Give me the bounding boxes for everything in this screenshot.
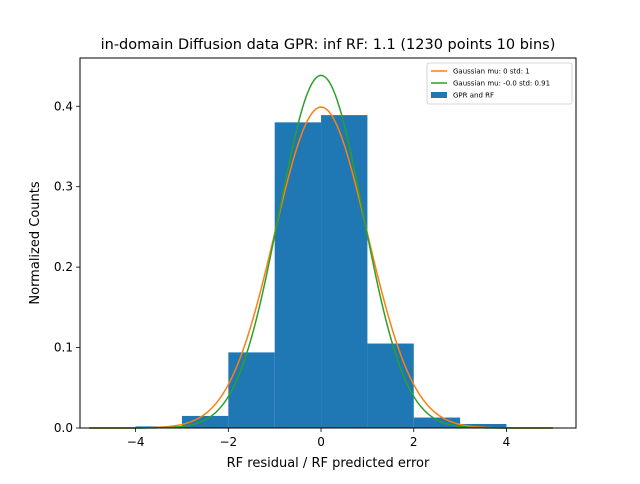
- x-tick-label: −4: [127, 435, 145, 449]
- plot-frame: [79, 57, 577, 429]
- x-tick-label: 0: [317, 435, 325, 449]
- chart-title: in-domain Diffusion data GPR: inf RF: 1.…: [101, 37, 556, 53]
- y-tick-label: 0.0: [54, 421, 73, 435]
- y-axis-label: Normalized Counts: [28, 181, 43, 304]
- gaussian-curve-0: [89, 106, 553, 429]
- y-tick-label: 0.2: [54, 260, 73, 274]
- x-axis: −4 −2 0 2 4: [127, 428, 511, 449]
- histogram-bar-7: [460, 423, 507, 428]
- legend-label: Gaussian mu: -0.0 std: 0.91: [453, 80, 550, 88]
- legend-label: Gaussian mu: 0 std: 1: [453, 68, 530, 76]
- y-tick-label: 0.3: [54, 180, 73, 194]
- x-tick-label: −2: [219, 435, 237, 449]
- histogram-bars: [135, 115, 507, 429]
- y-axis: 0.0 0.1 0.2 0.3 0.4: [54, 99, 80, 435]
- histogram-bar-4: [321, 115, 368, 429]
- histogram-bar-3: [274, 122, 322, 428]
- x-tick-label: 2: [410, 435, 418, 449]
- y-tick-label: 0.4: [54, 99, 73, 113]
- legend-label: GPR and RF: [453, 92, 494, 100]
- x-tick-label: 4: [503, 435, 511, 449]
- y-tick-label: 0.1: [54, 341, 73, 355]
- legend-swatch-patch: [431, 92, 447, 98]
- x-axis-label: RF residual / RF predicted error: [227, 456, 430, 471]
- histogram-bar-6: [413, 417, 461, 428]
- legend-box: [426, 62, 573, 105]
- histogram-bar-2: [228, 352, 275, 428]
- legend: Gaussian mu: 0 std: 1 Gaussian mu: -0.0 s…: [426, 62, 573, 105]
- histogram-bar-5: [367, 343, 414, 428]
